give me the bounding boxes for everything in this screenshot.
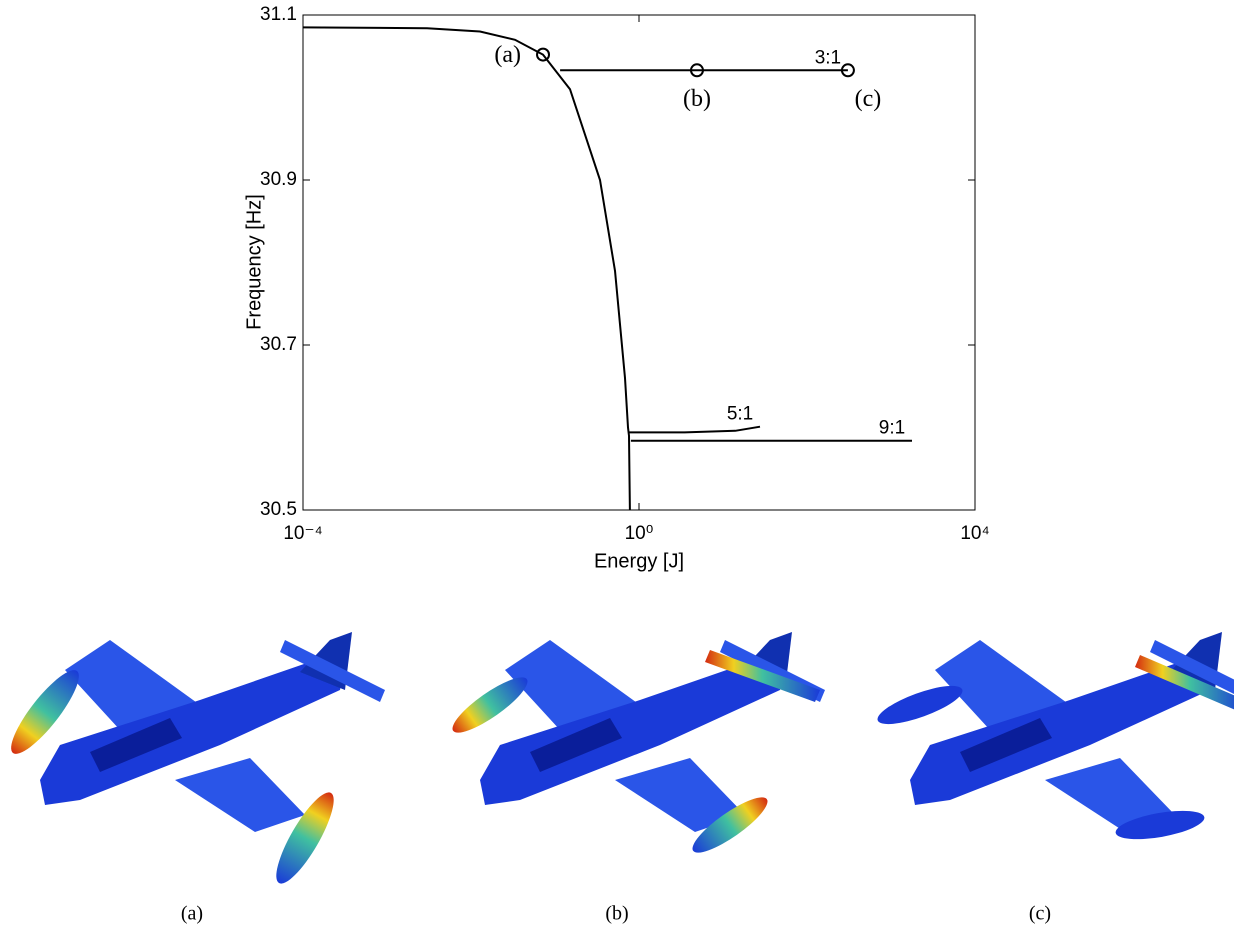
caption: (c) xyxy=(1029,903,1051,925)
series-label: 9:1 xyxy=(879,418,905,439)
series-line xyxy=(302,26,631,511)
y-axis-label: Frequency [Hz] xyxy=(243,194,265,330)
y-tick-label: 30.5 xyxy=(260,499,297,520)
airplane-a xyxy=(11,632,385,884)
marker xyxy=(536,47,551,62)
marker xyxy=(840,63,855,78)
x-axis-label: Energy [J] xyxy=(594,550,684,572)
airplane-c xyxy=(877,632,1234,840)
airplane-b xyxy=(452,632,825,853)
series-label: 3:1 xyxy=(815,47,841,68)
caption: (b) xyxy=(605,903,628,925)
y-tick-label: 31.1 xyxy=(260,4,297,25)
marker-label: (b) xyxy=(683,86,711,112)
y-tick-label: 30.9 xyxy=(260,169,297,190)
x-tick-label: 10⁴ xyxy=(960,523,989,544)
caption: (a) xyxy=(181,903,203,925)
y-tick-label: 30.7 xyxy=(260,334,297,355)
series-label: 5:1 xyxy=(727,404,753,425)
series-line xyxy=(628,425,761,434)
marker xyxy=(689,63,704,78)
marker-label: (a) xyxy=(494,42,521,68)
x-tick-label: 10⁻⁴ xyxy=(283,523,322,544)
marker-label: (c) xyxy=(855,86,882,112)
x-tick-label: 10⁰ xyxy=(625,523,654,544)
